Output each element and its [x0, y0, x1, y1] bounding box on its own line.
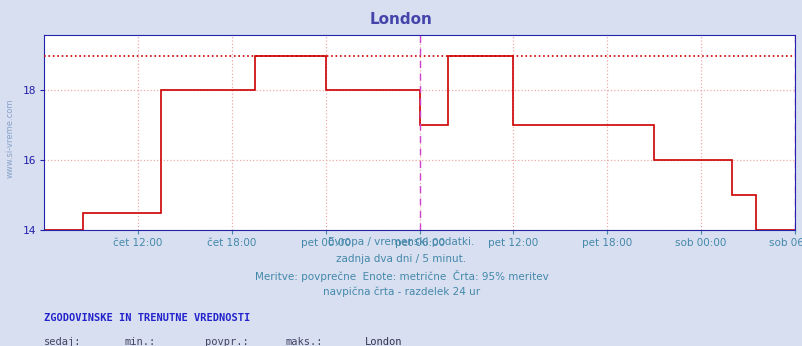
Text: maks.:: maks.: — [285, 337, 322, 346]
Text: navpična črta - razdelek 24 ur: navpična črta - razdelek 24 ur — [322, 287, 480, 297]
Text: sedaj:: sedaj: — [44, 337, 82, 346]
Text: Evropa / vremenski podatki.: Evropa / vremenski podatki. — [328, 237, 474, 247]
Text: London: London — [370, 12, 432, 27]
Text: London: London — [365, 337, 403, 346]
Text: zadnja dva dni / 5 minut.: zadnja dva dni / 5 minut. — [336, 254, 466, 264]
Text: Meritve: povprečne  Enote: metrične  Črta: 95% meritev: Meritve: povprečne Enote: metrične Črta:… — [254, 270, 548, 282]
Text: ZGODOVINSKE IN TRENUTNE VREDNOSTI: ZGODOVINSKE IN TRENUTNE VREDNOSTI — [44, 313, 250, 323]
Text: povpr.:: povpr.: — [205, 337, 248, 346]
Text: www.si-vreme.com: www.si-vreme.com — [6, 99, 15, 178]
Text: min.:: min.: — [124, 337, 156, 346]
